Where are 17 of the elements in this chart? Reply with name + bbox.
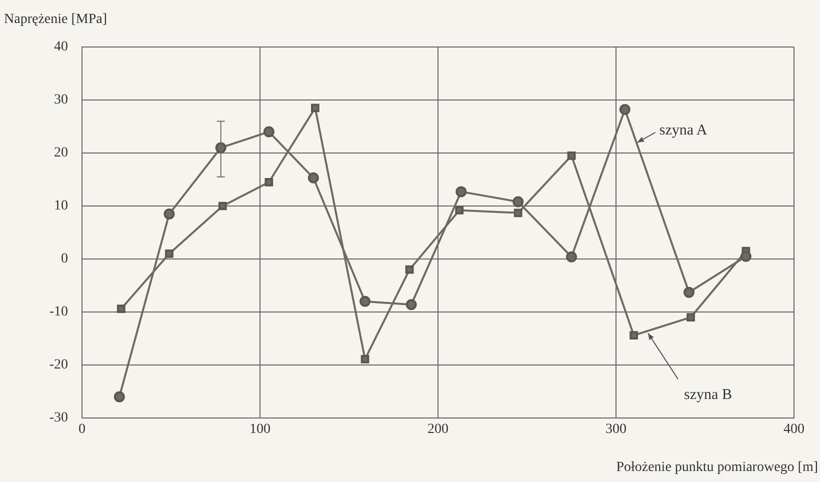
y-tick-label: 0: [61, 252, 68, 267]
y-tick-label: 10: [54, 198, 68, 214]
x-tick-label: 300: [606, 422, 626, 438]
x-tick-label: 400: [784, 422, 804, 438]
y-tick-label: 30: [54, 92, 68, 108]
annotation: szyna B: [684, 387, 732, 404]
y-tick-label: -30: [49, 410, 68, 426]
x-tick-label: 200: [428, 422, 448, 438]
annotation: szyna A: [659, 122, 708, 138]
y-tick-label: 40: [54, 40, 68, 55]
y-axis-title: Naprężenie [MPa]: [4, 12, 108, 28]
y-tick-label: 20: [54, 146, 68, 161]
x-axis-title: Położenie punktu pomiarowego [m]: [616, 460, 818, 476]
y-tick-label: -10: [49, 304, 68, 320]
x-tick-label: 100: [250, 422, 270, 438]
y-tick-label: -20: [49, 358, 68, 373]
x-tick-label: 0: [78, 422, 86, 438]
